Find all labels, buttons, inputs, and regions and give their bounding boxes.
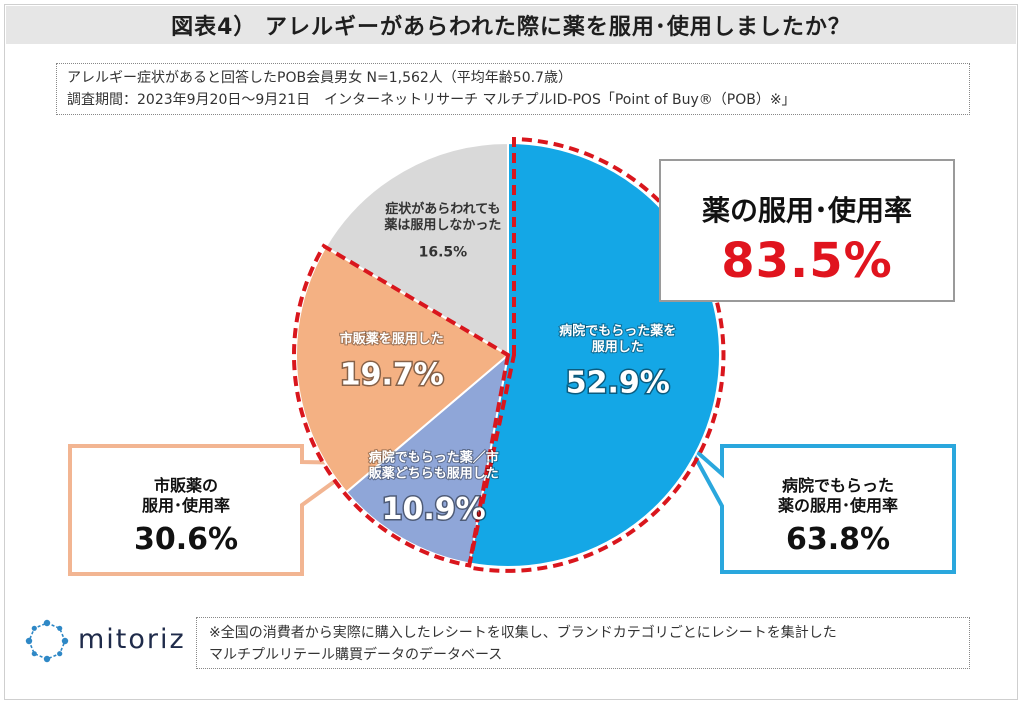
slice-4-value-label: 16.5%	[419, 245, 468, 261]
mitoriz-logo-icon	[25, 619, 69, 663]
total-rate-value: 83.5%	[721, 233, 893, 289]
hospital-rate-value: 63.8%	[785, 522, 891, 557]
slice-2-label-line-2: 販薬どちらも服用した	[369, 465, 499, 481]
mitoriz-logo-text: mitoriz	[78, 624, 186, 655]
footnote-line2: マルチプルリテール購買データのデータベース	[209, 647, 503, 663]
slice-2-value-label: 10.9%	[382, 492, 486, 527]
hospital-rate-label-line2: 薬の服用･使用率	[777, 496, 898, 515]
hospital-rate-callout: 病院でもらった 薬の服用･使用率 63.8%	[722, 446, 954, 572]
otc-rate-callout: 市販薬の 服用･使用率 30.6%	[70, 446, 302, 574]
otc-rate-label-line2: 服用･使用率	[141, 496, 230, 515]
page-title-text: 図表4） アレルギーがあらわれた際に薬を服用･使用しましたか？	[171, 15, 851, 40]
otc-callout-shape	[68, 444, 367, 576]
slice-3-value-label: 19.7%	[340, 357, 444, 392]
page-title: 図表4） アレルギーがあらわれた際に薬を服用･使用しましたか？	[6, 6, 1016, 44]
hospital-callout-shape	[686, 442, 956, 574]
footnote-box: ※全国の消費者から実際に購入したレシートを収集し、ブランドカテゴリごとにレシート…	[196, 617, 970, 669]
survey-info-line2: 調査期間：2023年9月20日～9月21日 インターネットリサーチ マルチプルI…	[67, 92, 796, 108]
pie-slice-4	[324, 141, 509, 357]
total-rate-label: 薬の服用･使用率	[701, 194, 912, 227]
highlight-outline-hospital	[466, 136, 726, 573]
slice-4-label-line-1: 症状があらわれても	[385, 201, 500, 217]
survey-info-box: アレルギー症状があると回答したPOB会員男女 N=1,562人（平均年齢50.7…	[56, 63, 970, 115]
otc-rate-label-line1: 市販薬の	[153, 476, 218, 495]
slice-1-label-line-1: 病院でもらった薬を	[559, 323, 676, 339]
pie-slice-2	[344, 352, 510, 565]
footnote-line1: ※全国の消費者から実際に購入したレシートを収集し、ブランドカテゴリごとにレシート…	[209, 625, 837, 641]
slice-2-label-line-1: 病院でもらった薬／市	[369, 449, 499, 465]
slice-1-value-label: 52.9%	[566, 366, 670, 401]
slice-4-label-line-2: 薬は服用しなかった	[383, 217, 501, 233]
slice-1-label-line-2: 服用した	[592, 340, 644, 355]
survey-info-line1: アレルギー症状があると回答したPOB会員男女 N=1,562人（平均年齢50.7…	[67, 70, 572, 86]
pie-slice-3	[295, 245, 510, 494]
hospital-rate-label-line1: 病院でもらった	[781, 476, 894, 495]
mitoriz-logo: mitoriz	[24, 618, 184, 666]
total-rate-callout: 薬の服用･使用率 83.5%	[659, 159, 955, 302]
pie-slice-1	[468, 141, 721, 568]
slice-3-label-line-1: 市販薬を服用した	[340, 331, 444, 347]
figure-frame	[4, 4, 1018, 700]
highlight-outline-otc	[292, 243, 511, 568]
otc-rate-value: 30.6%	[133, 522, 239, 557]
